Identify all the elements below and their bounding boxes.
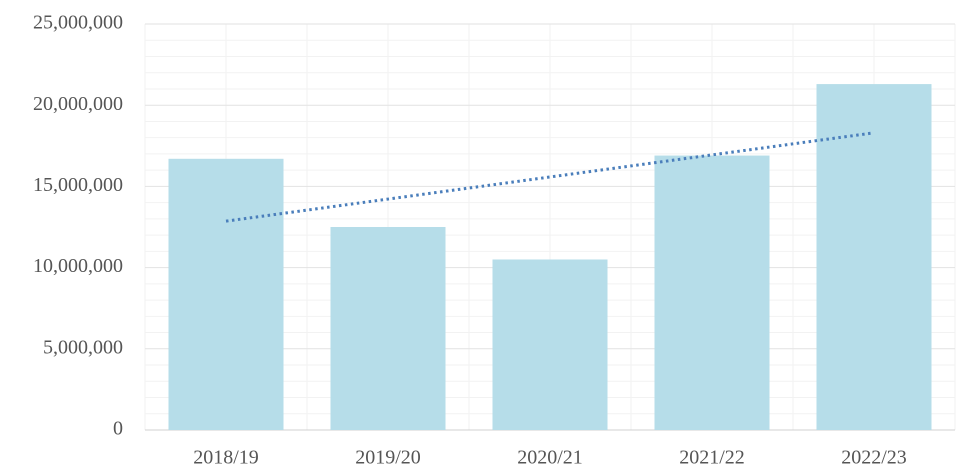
x-tick-label: 2020/21 — [517, 447, 583, 469]
bar — [654, 155, 770, 430]
y-tick-label: 0 — [113, 418, 123, 440]
y-tick-label: 25,000,000 — [33, 12, 123, 34]
bar — [816, 84, 932, 430]
y-tick-label: 5,000,000 — [43, 336, 123, 358]
y-tick-label: 10,000,000 — [33, 255, 123, 277]
y-tick-label: 15,000,000 — [33, 174, 123, 196]
bar — [330, 227, 446, 430]
trendline — [225, 131, 875, 223]
x-tick-label: 2021/22 — [679, 447, 745, 469]
x-tick-label: 2019/20 — [355, 447, 421, 469]
x-tick-label: 2022/23 — [841, 447, 907, 469]
bar — [168, 158, 284, 431]
y-tick-label: 20,000,000 — [33, 93, 123, 115]
x-tick-label: 2018/19 — [193, 447, 259, 469]
bar — [492, 259, 608, 430]
